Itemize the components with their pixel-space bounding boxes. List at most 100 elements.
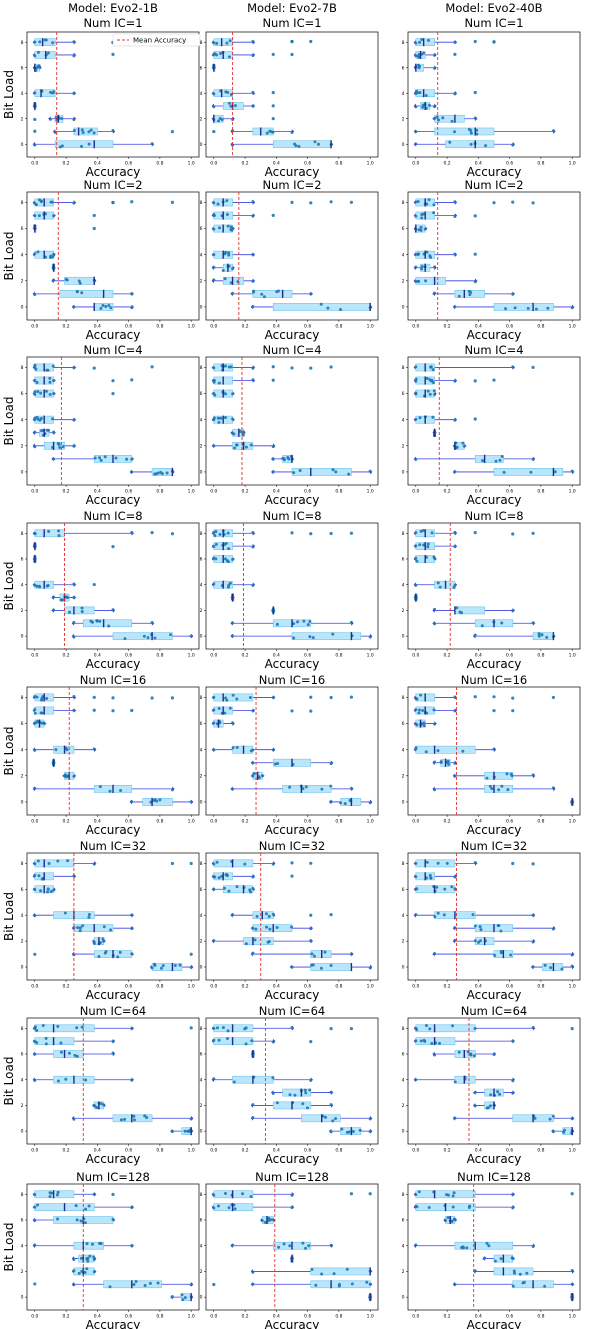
data-point <box>414 747 418 751</box>
data-point <box>251 875 255 879</box>
data-point <box>469 129 473 133</box>
box-series <box>32 1215 116 1225</box>
x-tick-label: 0.0 <box>412 984 419 990</box>
data-point <box>453 695 457 699</box>
data-point <box>215 41 219 45</box>
data-point <box>446 1216 450 1220</box>
outlier-point <box>309 861 313 865</box>
box-series <box>230 428 246 437</box>
data-point <box>242 430 246 434</box>
y-tick-label: 8 <box>21 695 24 701</box>
outlier-point <box>92 695 96 699</box>
data-point <box>442 913 446 917</box>
data-point <box>231 621 235 625</box>
data-point <box>225 212 229 216</box>
data-point <box>33 1219 37 1223</box>
data-point <box>212 227 216 231</box>
panel-title: Num IC=1 <box>262 16 321 30</box>
data-point <box>450 1219 454 1223</box>
x-tick-label: 0.2 <box>242 1314 249 1320</box>
plot-frame <box>26 852 200 981</box>
data-point <box>52 392 56 396</box>
data-point <box>72 1283 76 1287</box>
x-tick-label: 0.4 <box>94 1314 101 1320</box>
data-point <box>251 366 255 370</box>
data-point <box>421 528 425 532</box>
data-point <box>161 964 165 968</box>
data-point <box>275 1101 279 1105</box>
data-point <box>420 216 424 220</box>
x-tick-label: 0.2 <box>63 1314 70 1320</box>
data-point <box>251 748 255 752</box>
data-point <box>511 1284 515 1288</box>
box-series <box>211 250 256 259</box>
data-point <box>453 252 457 256</box>
data-point <box>75 1054 79 1058</box>
plot-frame <box>205 356 379 486</box>
data-point <box>417 1190 421 1194</box>
x-axis-title: Accuracy <box>467 823 522 837</box>
outlier-point <box>111 52 115 56</box>
data-point <box>43 38 47 42</box>
x-tick-label: 0.0 <box>412 324 419 330</box>
y-tick-label: 8 <box>200 1192 203 1198</box>
data-point <box>49 200 53 204</box>
x-tick-label: 0.2 <box>63 1148 70 1154</box>
box-series <box>452 441 467 450</box>
data-point <box>417 708 421 712</box>
x-axis-title: Accuracy <box>265 1318 320 1329</box>
iqr-box <box>532 632 554 640</box>
data-point <box>511 1206 515 1210</box>
outlier-point <box>33 117 37 122</box>
data-point <box>48 380 52 384</box>
box-series <box>413 276 478 285</box>
data-point <box>104 950 108 954</box>
box-series <box>569 1292 575 1302</box>
x-tick-label: 1.0 <box>367 653 374 659</box>
x-tick-label: 0.8 <box>156 1148 163 1154</box>
data-point <box>48 117 52 121</box>
outlier-point <box>492 709 496 713</box>
data-point <box>429 876 433 880</box>
box-series <box>32 89 77 98</box>
box-series <box>328 797 373 807</box>
data-point <box>271 1040 275 1044</box>
data-point <box>59 1041 63 1045</box>
outlier-point <box>349 200 354 204</box>
data-point <box>61 445 65 449</box>
data-point <box>267 940 271 944</box>
box-series <box>530 962 575 972</box>
data-point <box>224 90 228 94</box>
x-tick-label: 0.8 <box>537 984 544 990</box>
data-point <box>431 368 435 372</box>
x-tick-label: 0.0 <box>31 653 38 659</box>
data-point <box>229 92 233 96</box>
box-series <box>413 554 437 564</box>
data-point <box>130 800 134 804</box>
y-tick-label: 4 <box>402 582 405 588</box>
outlier-point <box>290 861 294 865</box>
box-series <box>211 1203 295 1212</box>
data-point <box>511 1039 515 1043</box>
data-point <box>288 1093 292 1097</box>
data-point <box>436 581 440 585</box>
plot-frame <box>407 191 581 321</box>
data-point <box>180 1293 184 1297</box>
box-series <box>413 263 437 272</box>
data-point <box>76 926 80 930</box>
data-point <box>46 51 50 55</box>
box-series <box>473 632 556 641</box>
x-tick-label: 1.0 <box>569 161 576 167</box>
data-point <box>433 556 437 560</box>
x-tick-label: 0.8 <box>156 1314 163 1320</box>
y-tick-label: 6 <box>21 65 24 71</box>
data-point <box>251 1103 255 1107</box>
iqr-box <box>54 140 114 149</box>
data-point <box>309 292 313 296</box>
outlier-point <box>349 695 354 699</box>
data-point <box>251 289 255 293</box>
data-point <box>251 887 255 891</box>
